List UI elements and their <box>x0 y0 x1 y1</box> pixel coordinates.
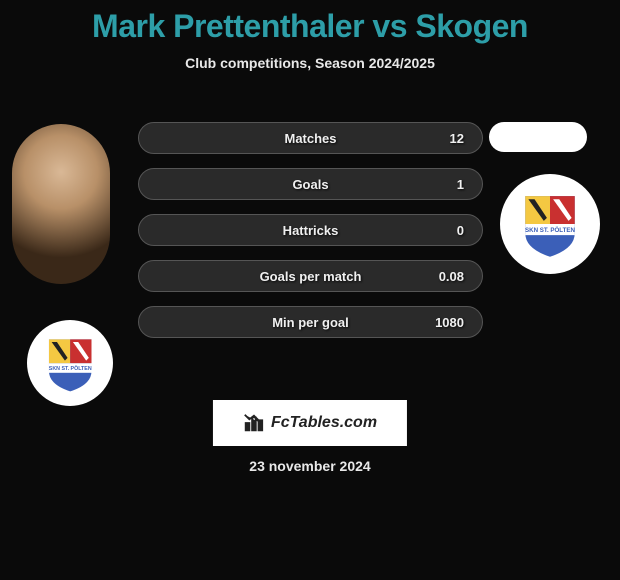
fctables-label: FcTables.com <box>271 414 377 432</box>
stat-label: Hattricks <box>283 223 339 238</box>
stat-label: Matches <box>284 131 336 146</box>
stat-value: 1 <box>457 177 464 192</box>
player-avatar-left <box>12 124 110 284</box>
date-text: 23 november 2024 <box>249 458 370 474</box>
stat-value: 12 <box>450 131 464 146</box>
stat-value: 1080 <box>435 315 464 330</box>
fctables-badge: FcTables.com <box>213 400 407 446</box>
page-title: Mark Prettenthaler vs Skogen <box>0 0 620 45</box>
stat-row: Matches 12 <box>138 122 483 154</box>
stat-row: Min per goal 1080 <box>138 306 483 338</box>
stat-row: Goals 1 <box>138 168 483 200</box>
stat-label: Min per goal <box>272 315 349 330</box>
club-logo-right: SKN ST. PÖLTEN <box>500 174 600 274</box>
player-badge-right <box>489 122 587 152</box>
chart-icon <box>243 412 265 434</box>
stat-label: Goals per match <box>260 269 362 284</box>
club-logo-left: SKN ST. PÖLTEN <box>27 320 113 406</box>
stat-row: Hattricks 0 <box>138 214 483 246</box>
stat-row: Goals per match 0.08 <box>138 260 483 292</box>
stat-value: 0.08 <box>439 269 464 284</box>
svg-text:SKN ST. PÖLTEN: SKN ST. PÖLTEN <box>525 227 575 234</box>
stats-container: Matches 12 Goals 1 Hattricks 0 Goals per… <box>138 122 483 352</box>
stat-label: Goals <box>292 177 328 192</box>
stat-value: 0 <box>457 223 464 238</box>
svg-text:SKN ST. PÖLTEN: SKN ST. PÖLTEN <box>49 365 92 372</box>
page-subtitle: Club competitions, Season 2024/2025 <box>0 55 620 71</box>
